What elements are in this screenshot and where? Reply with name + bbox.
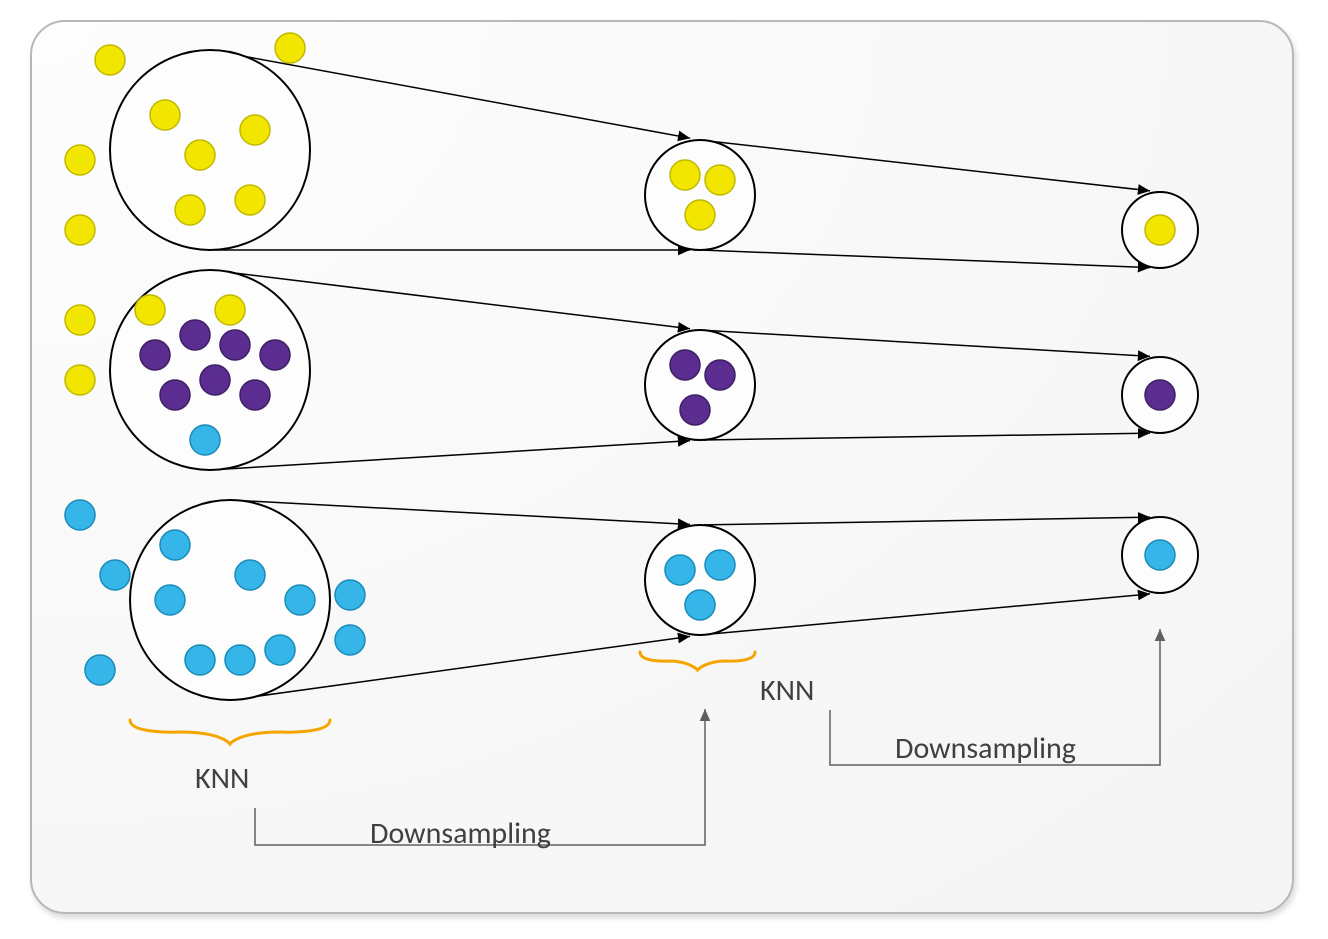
blue-dot [225,645,255,675]
blue-dot [155,585,185,615]
yellow-dot [1145,215,1175,245]
funnel-line [234,500,690,524]
funnel-line [704,330,1150,356]
blue-dot [190,425,220,455]
purple-dot [260,340,290,370]
yellow-dot [685,200,715,230]
yellow-dot [275,33,305,63]
purple-dot [240,380,270,410]
yellow-dot [185,140,215,170]
purple-dot [220,330,250,360]
purple-dot [140,340,170,370]
knn-brace [130,720,330,744]
funnel-line [704,250,1150,267]
yellow-dot [235,185,265,215]
blue-dot [160,530,190,560]
funnel-line [704,594,1150,635]
yellow-dot [240,115,270,145]
funnel-line [704,140,1150,190]
yellow-dot [215,295,245,325]
purple-dot [160,380,190,410]
downsampling-label-2: Downsampling [895,730,1076,767]
knn-brace [640,652,755,670]
funnel-line [214,441,690,470]
blue-dot [265,635,295,665]
yellow-dot [705,165,735,195]
blue-dot [285,585,315,615]
blue-dot [665,555,695,585]
blue-dot [85,655,115,685]
blue-dot [705,550,735,580]
purple-dot [180,320,210,350]
purple-dot [200,365,230,395]
yellow-dot [135,295,165,325]
blue-dot [235,560,265,590]
yellow-dot [670,160,700,190]
knn-label-2: KNN [760,672,814,709]
purple-dot [670,350,700,380]
purple-dot [1145,380,1175,410]
blue-dot [65,500,95,530]
yellow-dot [95,45,125,75]
blue-dot [335,580,365,610]
blue-dot [685,590,715,620]
yellow-dot [65,215,95,245]
blue-dot [1145,540,1175,570]
yellow-dot [65,305,95,335]
purple-dot [680,395,710,425]
yellow-dot [65,145,95,175]
knn-label-1: KNN [195,760,249,797]
funnel-line [704,517,1150,525]
yellow-dot [150,100,180,130]
blue-dot [100,560,130,590]
purple-dot [705,360,735,390]
yellow-dot [65,365,95,395]
blue-dot [185,645,215,675]
downsampling-label-1: Downsampling [370,815,551,852]
blue-dot [335,625,365,655]
yellow-dot [175,195,205,225]
funnel-line [704,433,1150,440]
diagram-svg [0,0,1328,939]
cluster-circle [645,140,755,250]
